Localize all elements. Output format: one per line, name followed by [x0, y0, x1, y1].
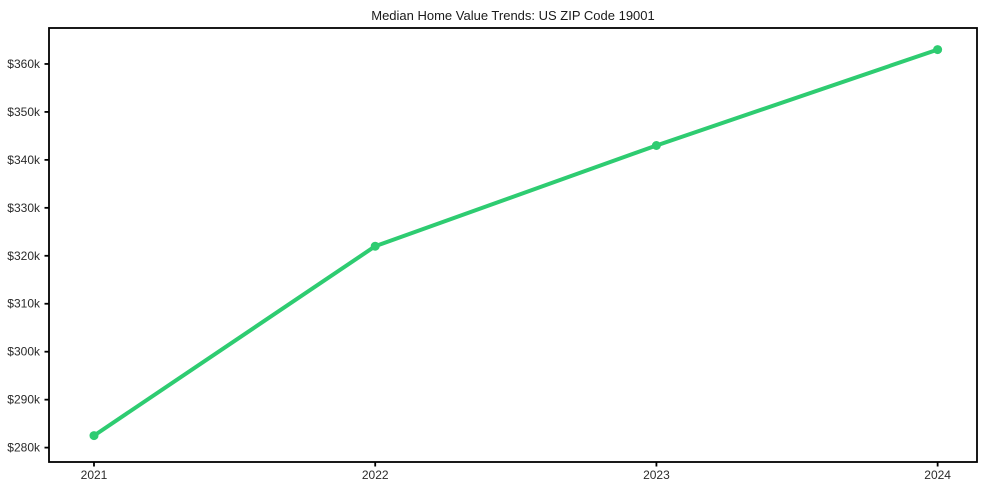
y-tick-label: $300k	[7, 345, 41, 359]
data-point-marker	[89, 431, 99, 441]
x-tick-label: 2024	[924, 468, 951, 482]
x-tick-label: 2022	[362, 468, 389, 482]
x-tick-label: 2021	[81, 468, 108, 482]
trend-line	[92, 47, 940, 438]
x-tick-label: 2023	[643, 468, 670, 482]
y-tick-label: $360k	[7, 57, 41, 71]
y-tick-label: $330k	[7, 201, 41, 215]
data-point-marker	[651, 141, 661, 150]
y-tick-label: $340k	[7, 153, 41, 167]
plot-border	[48, 27, 978, 463]
data-point-marker	[933, 45, 943, 55]
chart-title: Median Home Value Trends: US ZIP Code 19…	[371, 8, 655, 23]
y-tick-label: $320k	[7, 249, 41, 263]
x-axis: 2021 2022 2023 2024	[81, 462, 951, 482]
data-point-marker	[370, 241, 380, 251]
y-axis: $280k $290k $300k $310k $320k $330k $340k $350k…	[7, 57, 49, 455]
y-tick-label: $280k	[7, 441, 41, 455]
y-tick-label: $310k	[7, 297, 41, 311]
data-points	[89, 45, 943, 441]
y-tick-label: $350k	[7, 105, 41, 119]
y-tick-label: $290k	[7, 393, 41, 407]
